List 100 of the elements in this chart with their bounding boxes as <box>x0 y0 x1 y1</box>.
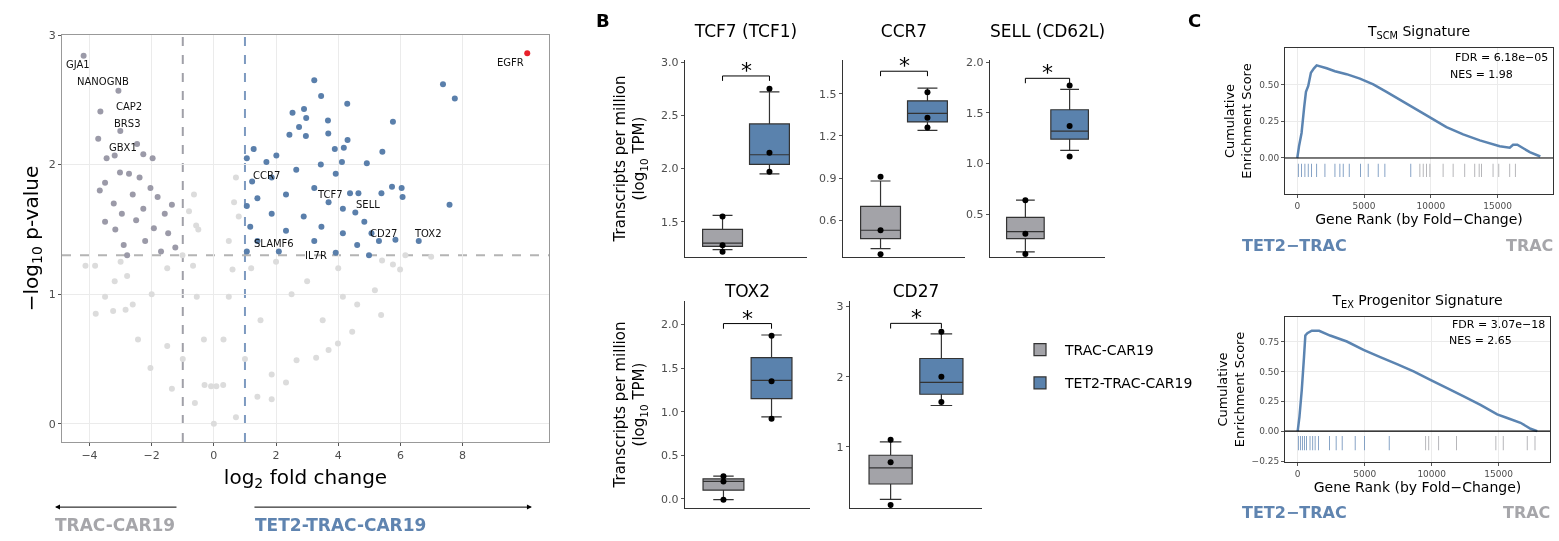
y-axis-title: Cumulative Enrichment Score <box>1214 331 1247 448</box>
x-tick-label: 6 <box>396 449 404 463</box>
point <box>136 174 143 181</box>
point <box>97 108 104 115</box>
point <box>766 149 773 156</box>
annotation: * <box>899 53 910 78</box>
point <box>766 85 773 92</box>
point <box>1066 153 1073 160</box>
line-series <box>1296 329 1539 433</box>
annotation: CCR7 <box>253 170 281 181</box>
annotation: NANOGNB <box>77 76 129 87</box>
point <box>102 218 109 225</box>
point <box>115 87 122 94</box>
point <box>924 89 931 96</box>
y-tick-label: −0.25 <box>1251 456 1280 467</box>
point <box>158 248 165 255</box>
annotation: * <box>741 58 752 83</box>
legend-label: TRAC-CAR19 <box>1064 342 1154 359</box>
y-tick-label: 0.25 <box>1259 396 1280 407</box>
point <box>1022 250 1029 257</box>
y-tick-label: 1.0 <box>966 157 984 171</box>
annotation: FDR = 6.18e−05 <box>1455 51 1549 64</box>
x-tick-label: 0 <box>210 449 218 463</box>
point <box>142 238 149 245</box>
annotation: FDR = 3.07e−18 <box>1452 318 1546 331</box>
annotation: IL7R <box>305 250 327 261</box>
y-tick-label: 1.5 <box>819 87 837 101</box>
text: TRAC <box>1503 503 1551 522</box>
text: C <box>1188 10 1202 31</box>
point <box>768 415 775 422</box>
point <box>140 151 147 158</box>
annotation: SELL <box>356 199 381 210</box>
point <box>149 155 156 162</box>
point <box>1066 82 1073 89</box>
x-tick-label: −2 <box>143 449 160 463</box>
y-tick-label: 2.5 <box>661 109 679 123</box>
annotation: * <box>742 306 753 331</box>
point <box>719 242 726 249</box>
point <box>720 478 727 485</box>
y-tick-label: 0.0 <box>661 492 679 506</box>
chart-title: T$_{SCM}$ Signature <box>1366 22 1471 41</box>
y-tick-label: 1.5 <box>661 361 679 375</box>
chart-title: SELL (CD62L) <box>989 20 1106 41</box>
y-tick-label: 0.75 <box>1259 336 1280 347</box>
x-tick-label: 15000 <box>1483 200 1513 211</box>
point <box>172 244 179 251</box>
point <box>768 378 775 385</box>
x-tick-label: 0 <box>1294 468 1301 479</box>
y-tick-label: 0.6 <box>819 214 837 228</box>
y-tick-label: 1.2 <box>819 129 837 143</box>
point <box>887 436 894 443</box>
text: TET2-TRAC-CAR19 <box>255 515 427 535</box>
text: TET2−TRAC <box>1242 503 1347 522</box>
text: TET2−TRAC <box>1242 236 1347 255</box>
legend-label: TET2-TRAC-CAR19 <box>1064 375 1193 392</box>
point <box>110 200 117 207</box>
point <box>133 217 140 224</box>
point <box>120 241 127 248</box>
point <box>117 127 124 134</box>
point <box>924 114 931 121</box>
annotation: GJA1 <box>66 59 90 70</box>
y-tick-label: 0.5 <box>661 449 679 463</box>
point <box>150 225 157 232</box>
point <box>720 496 727 503</box>
point <box>168 201 175 208</box>
y-tick-label: 2 <box>48 158 56 172</box>
chart-title: TCF7 (TCF1) <box>693 20 798 41</box>
point <box>124 252 131 259</box>
x-tick-label: 4 <box>334 449 342 463</box>
y-tick-label: 1 <box>48 288 56 302</box>
x-axis-title: log$_{2}$ fold change <box>223 464 388 491</box>
y-tick-label: 2.0 <box>661 318 679 332</box>
point <box>116 169 123 176</box>
point <box>103 155 110 162</box>
point <box>102 179 109 186</box>
y-tick-label: 1 <box>836 440 844 454</box>
y-tick-label: 3 <box>48 28 56 42</box>
point <box>126 170 132 177</box>
point <box>766 168 773 175</box>
annotation: CD27 <box>370 228 398 239</box>
annotation: EGFR <box>497 57 524 68</box>
y-tick-label: 0.00 <box>1259 426 1280 437</box>
x-tick-label: 15000 <box>1484 468 1514 479</box>
point <box>938 398 945 405</box>
point <box>938 373 945 380</box>
y-tick-label: 0.50 <box>1259 366 1280 377</box>
annotation: NES = 2.65 <box>1449 334 1512 347</box>
x-tick-label: 8 <box>459 449 467 463</box>
y-tick-label: 1.5 <box>661 215 679 229</box>
point <box>524 50 531 57</box>
y-tick-label: 0.9 <box>819 172 837 186</box>
annotation: CAP2 <box>116 101 143 112</box>
y-tick-label: 1.5 <box>966 106 984 120</box>
y-tick-label: 0.25 <box>1259 116 1280 127</box>
annotation: SLAMF6 <box>254 238 294 249</box>
point <box>938 328 945 335</box>
annotation: TCF7 <box>317 189 343 200</box>
annotation: TOX2 <box>414 228 442 239</box>
point <box>165 230 172 237</box>
point <box>887 459 894 466</box>
